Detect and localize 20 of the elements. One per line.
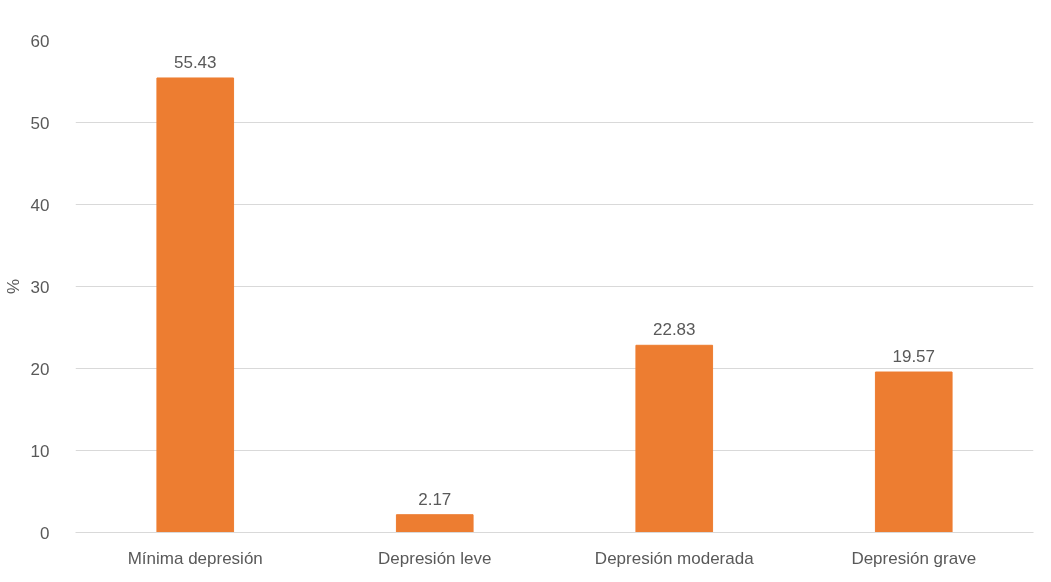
bar (635, 344, 714, 533)
bar (874, 371, 953, 533)
x-tick-label: Depresión leve (378, 548, 492, 568)
data-label: 2.17 (418, 489, 452, 509)
x-tick-label: Mínima depresión (127, 548, 263, 568)
y-tick-label: 40 (30, 195, 50, 215)
x-tick-label: Depresión grave (851, 548, 977, 568)
y-tick-label: 30 (30, 277, 50, 297)
bar (156, 77, 235, 533)
y-tick-label: 0 (40, 523, 50, 543)
y-tick-label: 20 (30, 359, 50, 379)
data-label: 55.43 (173, 52, 217, 72)
y-axis-title: % (3, 278, 23, 295)
y-tick-label: 50 (30, 113, 50, 133)
y-tick-label: 10 (30, 441, 50, 461)
y-tick-label: 60 (30, 31, 50, 51)
bar (395, 514, 474, 533)
x-tick-label: Depresión moderada (594, 548, 755, 568)
data-label: 22.83 (652, 320, 696, 340)
data-label: 19.57 (892, 347, 936, 367)
